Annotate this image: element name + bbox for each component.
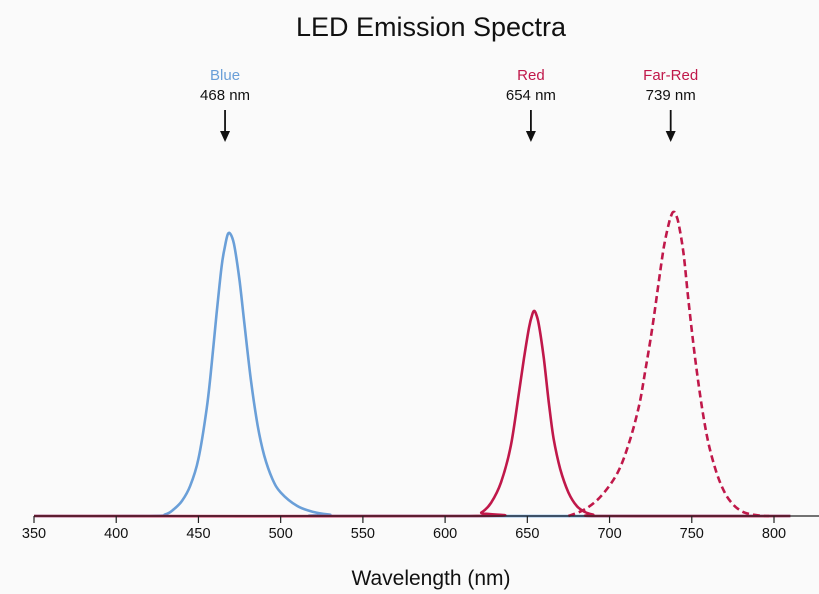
x-tick-label-450: 450 bbox=[186, 526, 210, 542]
series-line-far-red bbox=[567, 210, 770, 518]
annotation-wavelength-red: 654 nm bbox=[506, 87, 556, 104]
annotation-name-blue: Blue bbox=[210, 67, 240, 84]
x-tick-label-400: 400 bbox=[104, 526, 128, 542]
series-layer bbox=[33, 210, 791, 518]
annotation-name-red: Red bbox=[517, 67, 545, 84]
annotation-name-far-red: Far-Red bbox=[643, 67, 698, 84]
x-tick-label-700: 700 bbox=[597, 526, 621, 542]
x-tick-label-500: 500 bbox=[269, 526, 293, 542]
annotation-arrow-head-far-red bbox=[665, 131, 676, 142]
x-tick-label-800: 800 bbox=[762, 526, 786, 542]
x-tick-label-650: 650 bbox=[515, 526, 539, 542]
annotation-wavelength-far-red: 739 nm bbox=[646, 87, 696, 104]
annotation-arrow-head-red bbox=[525, 131, 536, 142]
x-tick-label-750: 750 bbox=[680, 526, 704, 542]
x-axis-ticks: 350 400 450 500 550 600 650 700 750 800 bbox=[22, 516, 786, 542]
x-tick-label-350: 350 bbox=[22, 526, 46, 542]
chart-title: LED Emission Spectra bbox=[296, 12, 567, 42]
x-axis-label: Wavelength (nm) bbox=[351, 567, 510, 590]
annotation-arrow-head-blue bbox=[220, 131, 231, 142]
annotation-wavelength-blue: 468 nm bbox=[200, 87, 250, 104]
peak-annotations: Blue 468 nm Red 654 nm Far-Red 739 nm bbox=[200, 67, 698, 142]
x-tick-label-550: 550 bbox=[351, 526, 375, 542]
x-tick-label-600: 600 bbox=[433, 526, 457, 542]
series-line-blue bbox=[33, 231, 791, 518]
series-line-red bbox=[33, 309, 791, 518]
